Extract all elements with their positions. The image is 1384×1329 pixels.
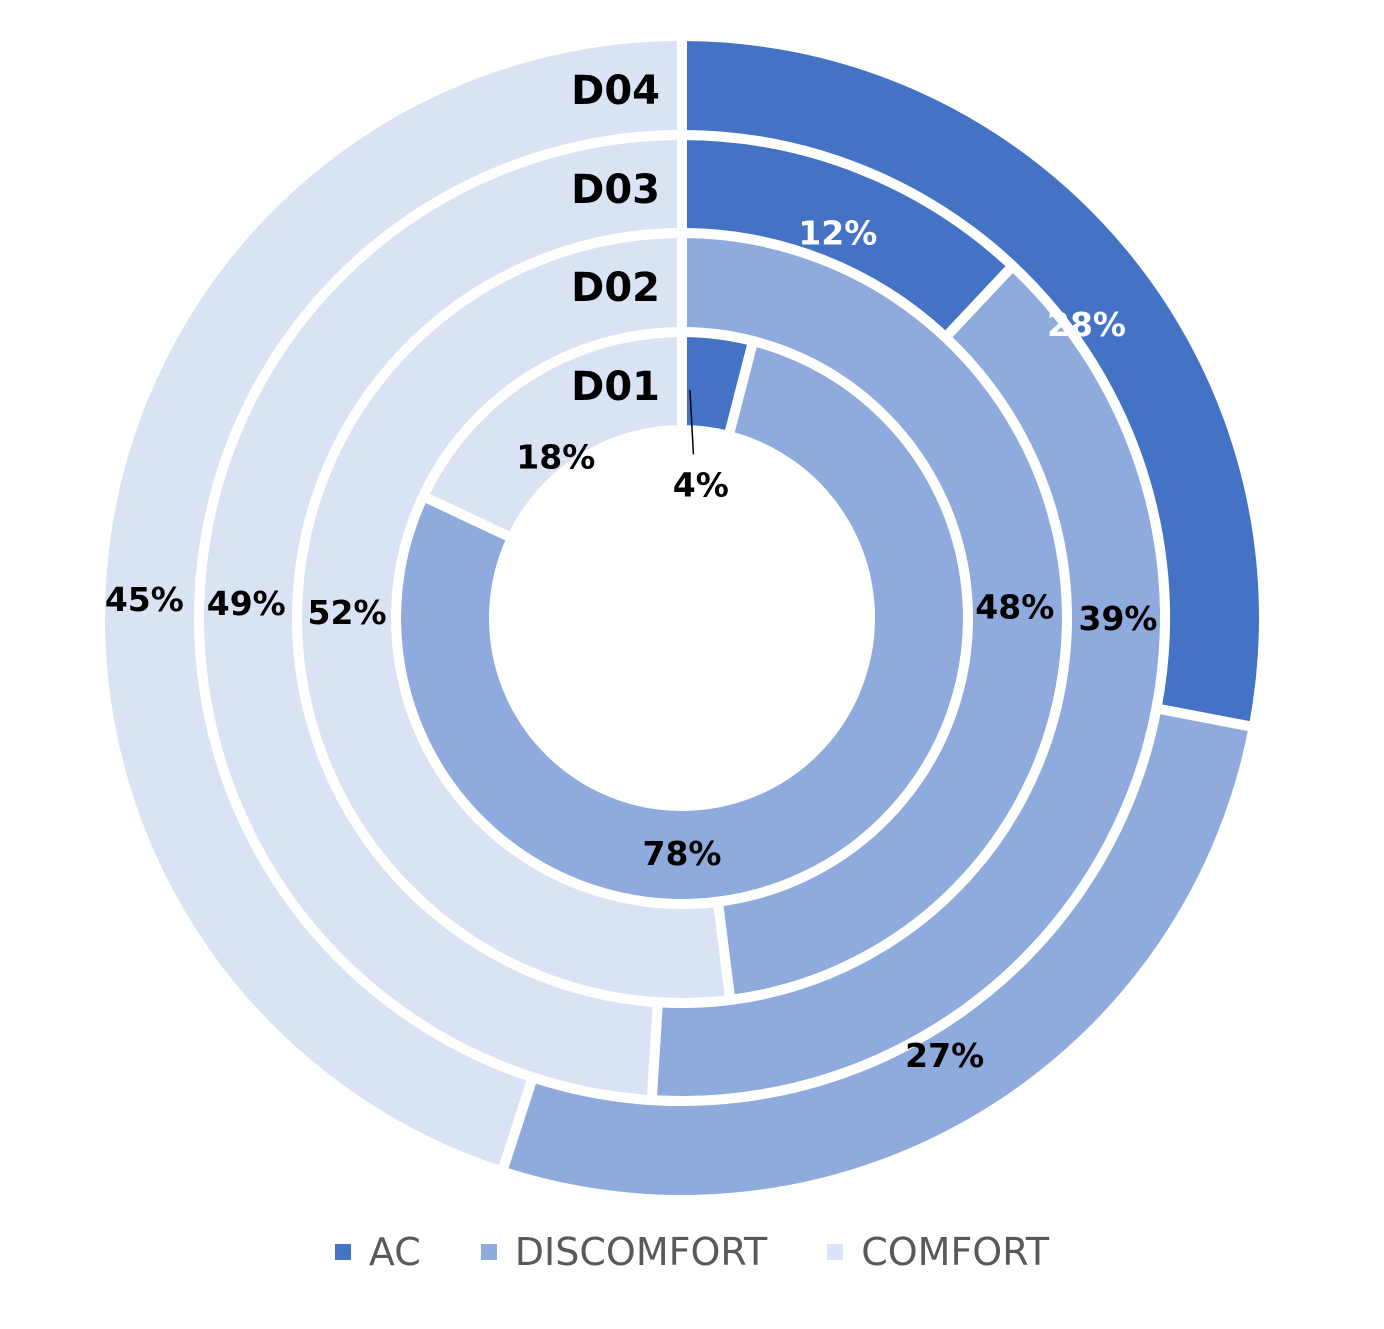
- value-label-d03-discomfort: 39%: [1079, 599, 1158, 638]
- value-label-d03-ac: 12%: [798, 213, 877, 252]
- legend-label-comfort: COMFORT: [861, 1230, 1050, 1274]
- value-label-d02-discomfort: 48%: [975, 587, 1054, 626]
- value-label-d01-ac: 4%: [673, 465, 729, 504]
- legend-swatch-comfort: [827, 1244, 844, 1260]
- legend-swatch-ac: [334, 1244, 351, 1260]
- ring-label-d04: D04: [571, 68, 660, 114]
- legend-swatch-discomfort: [480, 1244, 497, 1260]
- chart-legend: AC DISCOMFORT COMFORT: [0, 1222, 1384, 1282]
- leader-line-d01-ac: [689, 390, 695, 455]
- ring-label-d03: D03: [571, 167, 660, 213]
- value-label-d02-comfort: 52%: [308, 593, 387, 632]
- legend-label-discomfort: DISCOMFORT: [514, 1230, 768, 1274]
- value-labels: 4% 78% 18% 48% 52% 12% 39% 49% 28% 27% 45%: [105, 213, 1158, 1075]
- legend-item-discomfort[interactable]: DISCOMFORT: [480, 1230, 768, 1274]
- slice-d04-comfort[interactable]: [95, 30, 687, 1178]
- slice-d04-discomfort[interactable]: [495, 702, 1260, 1205]
- legend-item-comfort[interactable]: COMFORT: [827, 1230, 1049, 1274]
- value-label-d01-discomfort: 78%: [643, 834, 722, 873]
- ring-label-d01: D01: [571, 364, 660, 410]
- value-label-d04-comfort: 45%: [105, 580, 184, 619]
- legend-label-ac: AC: [368, 1230, 421, 1274]
- value-label-d03-comfort: 49%: [207, 584, 286, 623]
- value-label-d04-discomfort: 27%: [905, 1036, 984, 1075]
- legend-item-ac[interactable]: AC: [334, 1230, 421, 1274]
- value-label-d04-ac: 28%: [1047, 305, 1126, 344]
- chart-slices: [95, 30, 1269, 1205]
- value-label-d01-comfort: 18%: [516, 437, 595, 476]
- ring-labels: D01 D02 D03 D04: [571, 68, 660, 410]
- ring-label-d02: D02: [571, 265, 660, 311]
